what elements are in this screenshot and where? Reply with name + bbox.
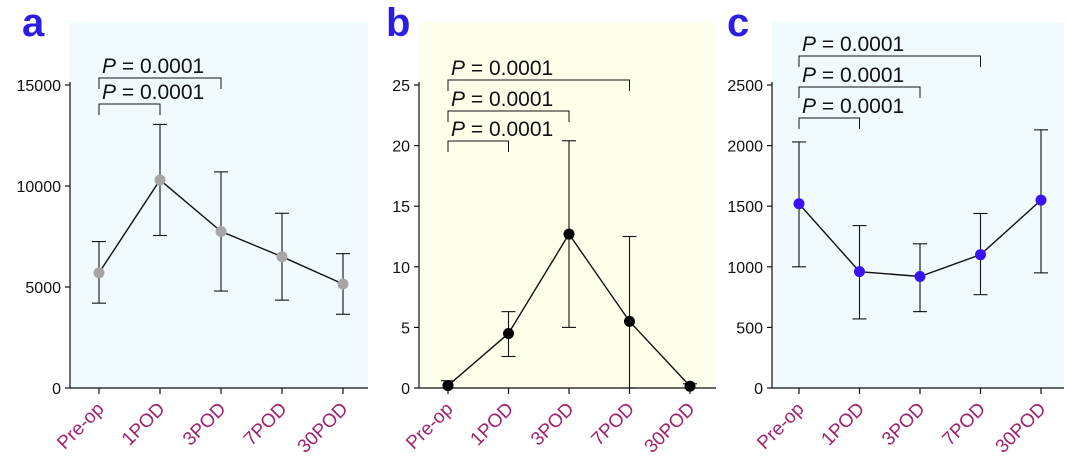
data-point bbox=[442, 380, 454, 392]
p-letter: P bbox=[802, 64, 816, 87]
x-axis: Pre-op 1POD 3POD 7POD 30POD bbox=[753, 387, 1064, 458]
panel-b: b 0 5 10 15 20 25 Pre-op 1POD 3POD 7POD 30POD P =… bbox=[386, 1, 716, 458]
x-tick-label: 7POD bbox=[240, 399, 291, 450]
p-letter: P bbox=[451, 118, 465, 141]
y-tick-label: 20 bbox=[392, 139, 410, 156]
data-series bbox=[92, 123, 350, 315]
p-value-label: P = 0.0001 bbox=[102, 55, 204, 78]
y-axis: 0 500 1000 1500 2000 2500 bbox=[727, 78, 773, 398]
data-point bbox=[154, 174, 166, 186]
y-tick-label: 25 bbox=[392, 78, 410, 95]
p-value: = 0.0001 bbox=[816, 64, 904, 87]
p-value: = 0.0001 bbox=[465, 118, 553, 141]
significance-bracket bbox=[447, 110, 570, 122]
y-axis: 0 5 10 15 20 25 bbox=[392, 78, 420, 398]
p-value-label: P = 0.0001 bbox=[802, 33, 904, 56]
plot-background bbox=[772, 22, 1064, 388]
significance-bracket bbox=[98, 103, 161, 115]
y-tick-label: 10 bbox=[392, 260, 410, 277]
panel-c: c 0 500 1000 1500 2000 2500 Pre-op 1POD 3POD 7PO… bbox=[727, 1, 1064, 458]
data-point bbox=[1035, 194, 1047, 206]
data-point bbox=[93, 267, 105, 279]
data-point bbox=[914, 270, 926, 282]
x-tick-label: 7POD bbox=[588, 399, 639, 450]
data-point bbox=[975, 249, 986, 261]
p-value: = 0.0001 bbox=[816, 95, 904, 118]
x-tick-label: 30POD bbox=[992, 399, 1051, 458]
data-point bbox=[503, 327, 514, 339]
p-letter: P bbox=[802, 95, 816, 118]
y-tick-label: 1000 bbox=[727, 260, 763, 277]
x-tick-label: 1POD bbox=[467, 399, 518, 450]
y-tick-label: 0 bbox=[52, 381, 61, 398]
data-point bbox=[215, 225, 227, 237]
p-value-label: P = 0.0001 bbox=[802, 64, 904, 87]
p-value: = 0.0001 bbox=[116, 81, 204, 104]
x-tick-label: 30POD bbox=[294, 399, 353, 458]
x-tick-label: Pre-op bbox=[53, 399, 108, 454]
y-tick-label: 5000 bbox=[25, 280, 61, 297]
x-tick-label: 3POD bbox=[878, 399, 929, 450]
x-tick-label: 7POD bbox=[939, 399, 990, 450]
x-axis: Pre-op 1POD 3POD 7POD 30POD bbox=[402, 387, 716, 458]
significance-bracket bbox=[798, 86, 921, 98]
data-point bbox=[684, 380, 696, 392]
significance-bracket bbox=[447, 140, 509, 152]
x-tick-label: Pre-op bbox=[402, 399, 457, 454]
p-value-label: P = 0.0001 bbox=[802, 95, 904, 118]
data-point bbox=[337, 278, 349, 290]
p-value-label: P = 0.0001 bbox=[451, 118, 553, 141]
p-value: = 0.0001 bbox=[465, 88, 553, 111]
p-letter: P bbox=[102, 55, 116, 78]
x-axis: Pre-op 1POD 3POD 7POD 30POD bbox=[53, 387, 368, 458]
x-tick-label: 30POD bbox=[641, 399, 700, 458]
data-point bbox=[854, 266, 865, 278]
p-value-label: P = 0.0001 bbox=[451, 88, 553, 111]
x-tick-label: 1POD bbox=[118, 399, 169, 450]
p-value: = 0.0001 bbox=[816, 33, 904, 56]
y-tick-label: 2000 bbox=[727, 139, 763, 156]
y-tick-label: 15000 bbox=[17, 78, 62, 95]
y-tick-label: 500 bbox=[736, 320, 763, 337]
p-letter: P bbox=[451, 57, 465, 80]
p-value: = 0.0001 bbox=[116, 55, 204, 78]
data-point bbox=[793, 198, 805, 210]
p-value-label: P = 0.0001 bbox=[102, 81, 204, 104]
y-axis: 0 5000 10000 15000 bbox=[17, 78, 71, 398]
significance-bracket bbox=[98, 77, 222, 89]
data-series bbox=[792, 129, 1048, 320]
y-tick-label: 5 bbox=[401, 320, 410, 337]
p-value-label: P = 0.0001 bbox=[451, 57, 553, 80]
y-tick-label: 15 bbox=[392, 199, 410, 216]
p-value: = 0.0001 bbox=[465, 57, 553, 80]
x-tick-label: Pre-op bbox=[753, 399, 808, 454]
p-letter: P bbox=[451, 88, 465, 111]
plot-background bbox=[70, 22, 368, 388]
p-letter: P bbox=[102, 81, 116, 104]
x-tick-label: 3POD bbox=[527, 399, 578, 450]
panel-letter: c bbox=[727, 1, 749, 45]
data-point bbox=[563, 228, 575, 240]
y-tick-label: 2500 bbox=[727, 78, 763, 95]
data-point bbox=[276, 251, 288, 263]
panel-letter: b bbox=[386, 1, 410, 45]
data-series bbox=[441, 140, 697, 392]
y-tick-label: 0 bbox=[754, 381, 763, 398]
significance-bracket bbox=[447, 79, 630, 91]
panel-letter: a bbox=[22, 1, 45, 45]
x-tick-label: 1POD bbox=[818, 399, 869, 450]
y-tick-label: 10000 bbox=[17, 179, 62, 196]
data-point bbox=[624, 315, 635, 327]
significance-bracket bbox=[798, 117, 860, 129]
p-letter: P bbox=[802, 33, 816, 56]
significance-bracket bbox=[798, 55, 981, 67]
y-tick-label: 1500 bbox=[727, 199, 763, 216]
y-tick-label: 0 bbox=[401, 381, 410, 398]
x-tick-label: 3POD bbox=[179, 399, 230, 450]
panel-a: a 0 5000 10000 15000 Pre-op 1POD 3POD 7POD 30PO… bbox=[17, 1, 368, 458]
